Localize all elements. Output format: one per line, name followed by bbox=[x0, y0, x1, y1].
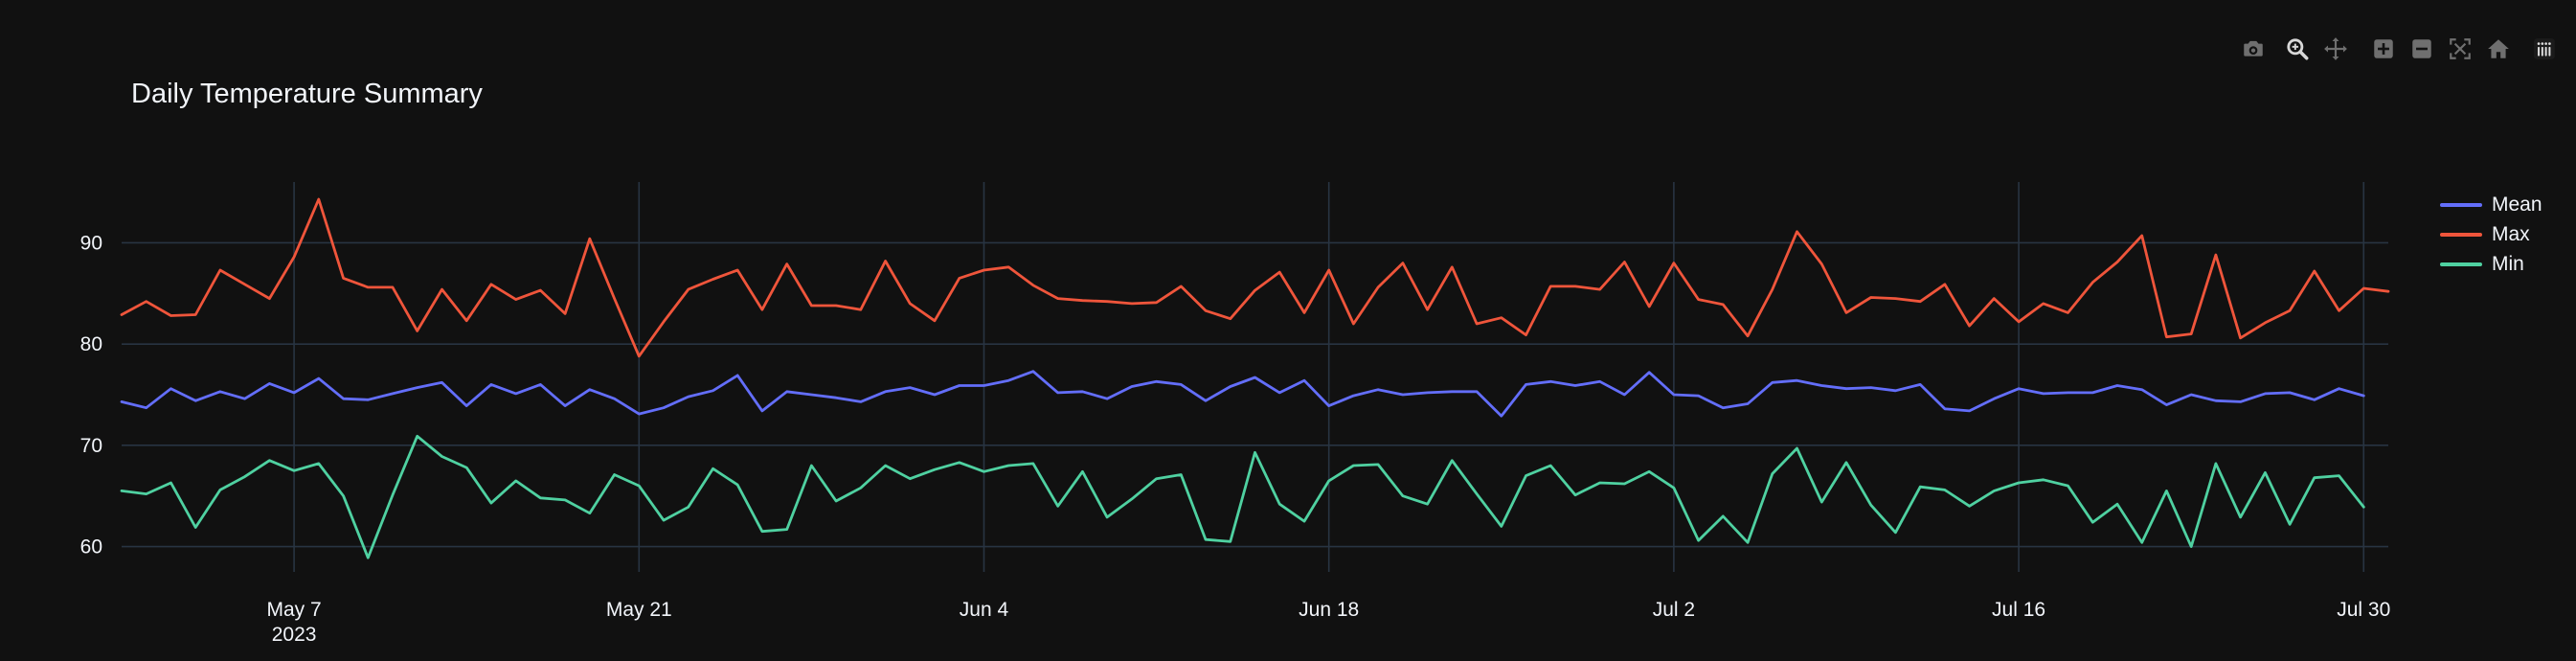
y-tick-label-80: 80 bbox=[80, 333, 102, 355]
reset-axes-button[interactable] bbox=[2482, 33, 2515, 65]
x-tick-label-1: May 21 bbox=[606, 599, 672, 621]
x-tick-sublabel-0: 2023 bbox=[272, 624, 317, 646]
zoom-out-button[interactable] bbox=[2406, 33, 2438, 65]
series-layer bbox=[120, 197, 2390, 559]
legend-swatch-max bbox=[2440, 232, 2482, 237]
series-line-mean[interactable] bbox=[120, 370, 2365, 418]
zoom-icon bbox=[2287, 38, 2309, 60]
legend-item-mean[interactable]: Mean bbox=[2440, 190, 2555, 219]
plotly-logo-link[interactable] bbox=[2528, 33, 2561, 65]
plotly-logo-icon bbox=[2534, 38, 2555, 59]
tick-labels: 60 70 80 90 May 7 2023 May 21 Jun 4 Jun 18 Jul 2 J… bbox=[80, 232, 2391, 646]
legend-swatch-min bbox=[2440, 262, 2482, 266]
y-tick-label-70: 70 bbox=[80, 435, 102, 457]
zoom-button[interactable] bbox=[2281, 33, 2314, 65]
x-tick-label-2: Jun 4 bbox=[960, 599, 1009, 621]
legend-item-max[interactable]: Max bbox=[2440, 219, 2555, 249]
x-tick-label-5: Jul 16 bbox=[1992, 599, 2045, 621]
download-plot-button[interactable] bbox=[2237, 33, 2270, 65]
x-tick-label-4: Jul 2 bbox=[1653, 599, 1695, 621]
zoom-out-icon bbox=[2412, 39, 2431, 58]
series-line-min[interactable] bbox=[120, 434, 2365, 559]
autoscale-button[interactable] bbox=[2444, 33, 2476, 65]
legend-label-min: Min bbox=[2492, 252, 2524, 275]
modebar-toolbar bbox=[2237, 33, 2563, 65]
legend-label-max: Max bbox=[2492, 222, 2530, 245]
legend: Mean Max Min bbox=[2440, 190, 2555, 279]
series-line-max[interactable] bbox=[120, 197, 2390, 358]
camera-icon bbox=[2244, 40, 2263, 57]
pan-icon bbox=[2324, 37, 2347, 60]
chart-title: Daily Temperature Summary bbox=[131, 79, 483, 109]
y-tick-label-60: 60 bbox=[80, 536, 102, 558]
legend-label-mean: Mean bbox=[2492, 193, 2542, 216]
x-tick-label-3: Jun 18 bbox=[1299, 599, 1359, 621]
x-tick-label-6: Jul 30 bbox=[2337, 599, 2390, 621]
zoom-in-button[interactable] bbox=[2367, 33, 2400, 65]
x-tick-label-0: May 7 bbox=[267, 599, 322, 621]
legend-item-min[interactable]: Min bbox=[2440, 249, 2555, 279]
grid-layer bbox=[122, 182, 2388, 572]
autoscale-icon bbox=[2450, 38, 2471, 59]
pan-button[interactable] bbox=[2319, 33, 2352, 65]
zoom-in-icon bbox=[2374, 39, 2393, 58]
home-icon bbox=[2488, 39, 2509, 58]
legend-swatch-mean bbox=[2440, 202, 2482, 207]
y-tick-label-90: 90 bbox=[80, 232, 102, 254]
